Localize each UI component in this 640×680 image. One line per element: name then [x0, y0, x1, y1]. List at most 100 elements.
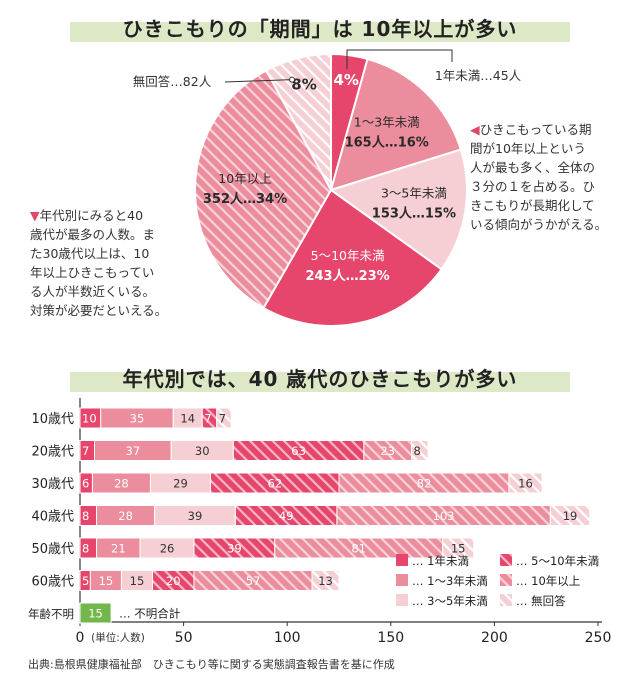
right-note-mark: ◀	[470, 122, 480, 137]
pie-label-value-1: 165人…16%	[345, 135, 429, 151]
bar-label-6-6: 15	[88, 607, 103, 621]
left-note-line-3: 年以上ひきこもってい	[30, 265, 155, 280]
pie-title: ひきこもりの「期間」は 10年以上が多い	[122, 17, 518, 41]
x-tick-label-4: 200	[481, 630, 508, 646]
bar-seg-6-6	[79, 602, 112, 624]
bar-label-1-5: 8	[414, 444, 421, 458]
category-label-4: 50歳代	[31, 542, 74, 557]
category-label-3: 40歳代	[31, 510, 74, 525]
right-note-line-1: 間が10年以上という	[470, 141, 586, 156]
x-tick-label-1: 50	[175, 630, 193, 646]
bar-label-5-5: 13	[318, 574, 333, 588]
pie-slice-5	[264, 52, 332, 191]
pie-label-name-4: 10年以上	[218, 171, 271, 186]
legend-swatch-2	[396, 594, 408, 606]
bar-label-5-2: 15	[130, 574, 145, 588]
pie-label-value-3: 243人…23%	[305, 268, 389, 284]
left-note-line-4: る人が半数近くいる。	[30, 284, 156, 299]
pie-label-value-4: 352人…34%	[203, 191, 287, 207]
bar-label-1-1: 37	[126, 444, 141, 458]
bar-label-3-5: 19	[563, 509, 578, 523]
x-tick-label-5: 250	[585, 630, 612, 646]
left-note-line-5: 対策が必要だといえる。	[30, 303, 168, 318]
pie-slice-2	[328, 148, 468, 271]
bar-label-2-1: 28	[114, 477, 129, 491]
right-note: ◀ひきこもっている期 間が10年以上という 人が最も多く、全体の ３分の１を占め…	[470, 120, 640, 234]
category-label-6: 年齢不明	[28, 607, 74, 621]
bar-label-2-5: 16	[518, 477, 533, 491]
pie-label-value-2: 153人…15%	[372, 205, 456, 221]
legend-swatch-0	[396, 554, 408, 566]
legend-label-4: … 10年以上	[516, 574, 580, 588]
bar-label-3-1: 28	[118, 509, 133, 523]
bar-label-0-3: 7	[204, 412, 211, 426]
bar-label-3-4: 103	[433, 509, 455, 523]
bar-label-1-3: 63	[291, 444, 306, 458]
x-tick-label-2: 100	[274, 630, 301, 646]
bar-seg-5-5	[311, 570, 340, 591]
bar-label-2-4: 82	[417, 477, 432, 491]
category-label-1: 20歳代	[31, 445, 74, 460]
bar-label-1-0: 7	[82, 444, 89, 458]
bar-label-0-1: 35	[130, 412, 145, 426]
bar-label-3-3: 49	[279, 509, 294, 523]
bar-label-1-4: 23	[380, 444, 395, 458]
bar-label-2-0: 6	[82, 477, 89, 491]
legend-swatch-5	[500, 594, 512, 606]
legend-label-5: … 無回答	[516, 594, 566, 608]
x-tick-label-3: 150	[377, 630, 404, 646]
legend-label-2: … 3〜5年未満	[412, 594, 488, 608]
pie-callout-dot-5	[289, 76, 296, 83]
bar-label-2-3: 62	[267, 477, 282, 491]
bar-seg-3-5	[549, 505, 591, 526]
pie-title-band	[70, 22, 570, 42]
left-note-line-2: た30歳代以上は、10	[30, 246, 150, 261]
bar-label-4-0: 8	[82, 542, 89, 556]
pie-label-name-2: 3〜5年未満	[381, 185, 447, 200]
x-tick-label-0: 0	[76, 630, 85, 646]
pie-callout-line-5	[224, 79, 293, 83]
bar-seg-0-5	[216, 407, 232, 429]
right-note-line-2: 人が最も多く、全体の	[470, 160, 596, 175]
bar-label-5-1: 15	[99, 574, 114, 588]
source-note: 出典:島根県健康福祉部 ひきこもり等に関する実態調査報告書を基に作成	[28, 658, 395, 671]
pie-label-value-5: 8%	[291, 75, 316, 93]
bar-title-band	[70, 372, 570, 392]
bar-label-0-0: 10	[82, 412, 97, 426]
pie-slice-1	[329, 57, 463, 192]
bar-label-4-4: 81	[351, 542, 366, 556]
legend-swatch-3	[500, 554, 512, 566]
bar-label-4-3: 39	[227, 542, 242, 556]
bar-title: 年代別では、40 歳代のひきこもりが多い	[122, 367, 518, 391]
left-note-line-1: 歳代が最多の人数。ま	[30, 227, 156, 242]
bar-label-0-2: 14	[180, 412, 195, 426]
bar-label-4-2: 26	[160, 542, 175, 556]
left-note: ▼年代別にみると40 歳代が最多の人数。ま た30歳代以上は、10 年以上ひきこ…	[30, 206, 190, 320]
bar-label-3-2: 39	[188, 509, 203, 523]
pie-label-value-0: 4%	[333, 71, 358, 89]
bar-label-4-5: 15	[451, 542, 466, 556]
legend-label-3: … 5〜10年未満	[516, 554, 599, 568]
right-note-line-0: ひきこもっている期	[479, 122, 592, 137]
left-note-mark: ▼	[30, 208, 40, 223]
right-note-line-4: きこもりが長期化して	[470, 198, 595, 213]
bar-label-4-1: 21	[111, 542, 126, 556]
pie-slice-3	[262, 188, 443, 327]
legend-label-0: … 1年未満	[412, 554, 469, 568]
bar-label-5-3: 20	[166, 574, 181, 588]
bar-label-5-4: 57	[246, 574, 261, 588]
pie-label-name-1: 1〜3年未満	[354, 115, 420, 130]
bar-seg-2-5	[508, 472, 543, 494]
pie-slice-4	[194, 68, 333, 310]
legend-label-1: … 1〜3年未満	[412, 574, 488, 588]
pie-callout-line-0	[346, 49, 453, 70]
category-label-2: 30歳代	[31, 477, 74, 492]
right-note-line-3: ３分の１を占める。ひ	[470, 179, 596, 194]
category-label-5: 60歳代	[31, 575, 74, 590]
pie-callout-0: 1年未満…45人	[435, 68, 522, 83]
bar-label-1-2: 30	[195, 444, 210, 458]
pie-callout-5: 無回答…82人	[133, 74, 212, 89]
unknown-total-label: … 不明合計	[119, 607, 180, 621]
right-note-line-5: いる傾向がうかがえる。	[470, 217, 608, 232]
x-axis-unit: (単位:人数)	[91, 631, 145, 644]
